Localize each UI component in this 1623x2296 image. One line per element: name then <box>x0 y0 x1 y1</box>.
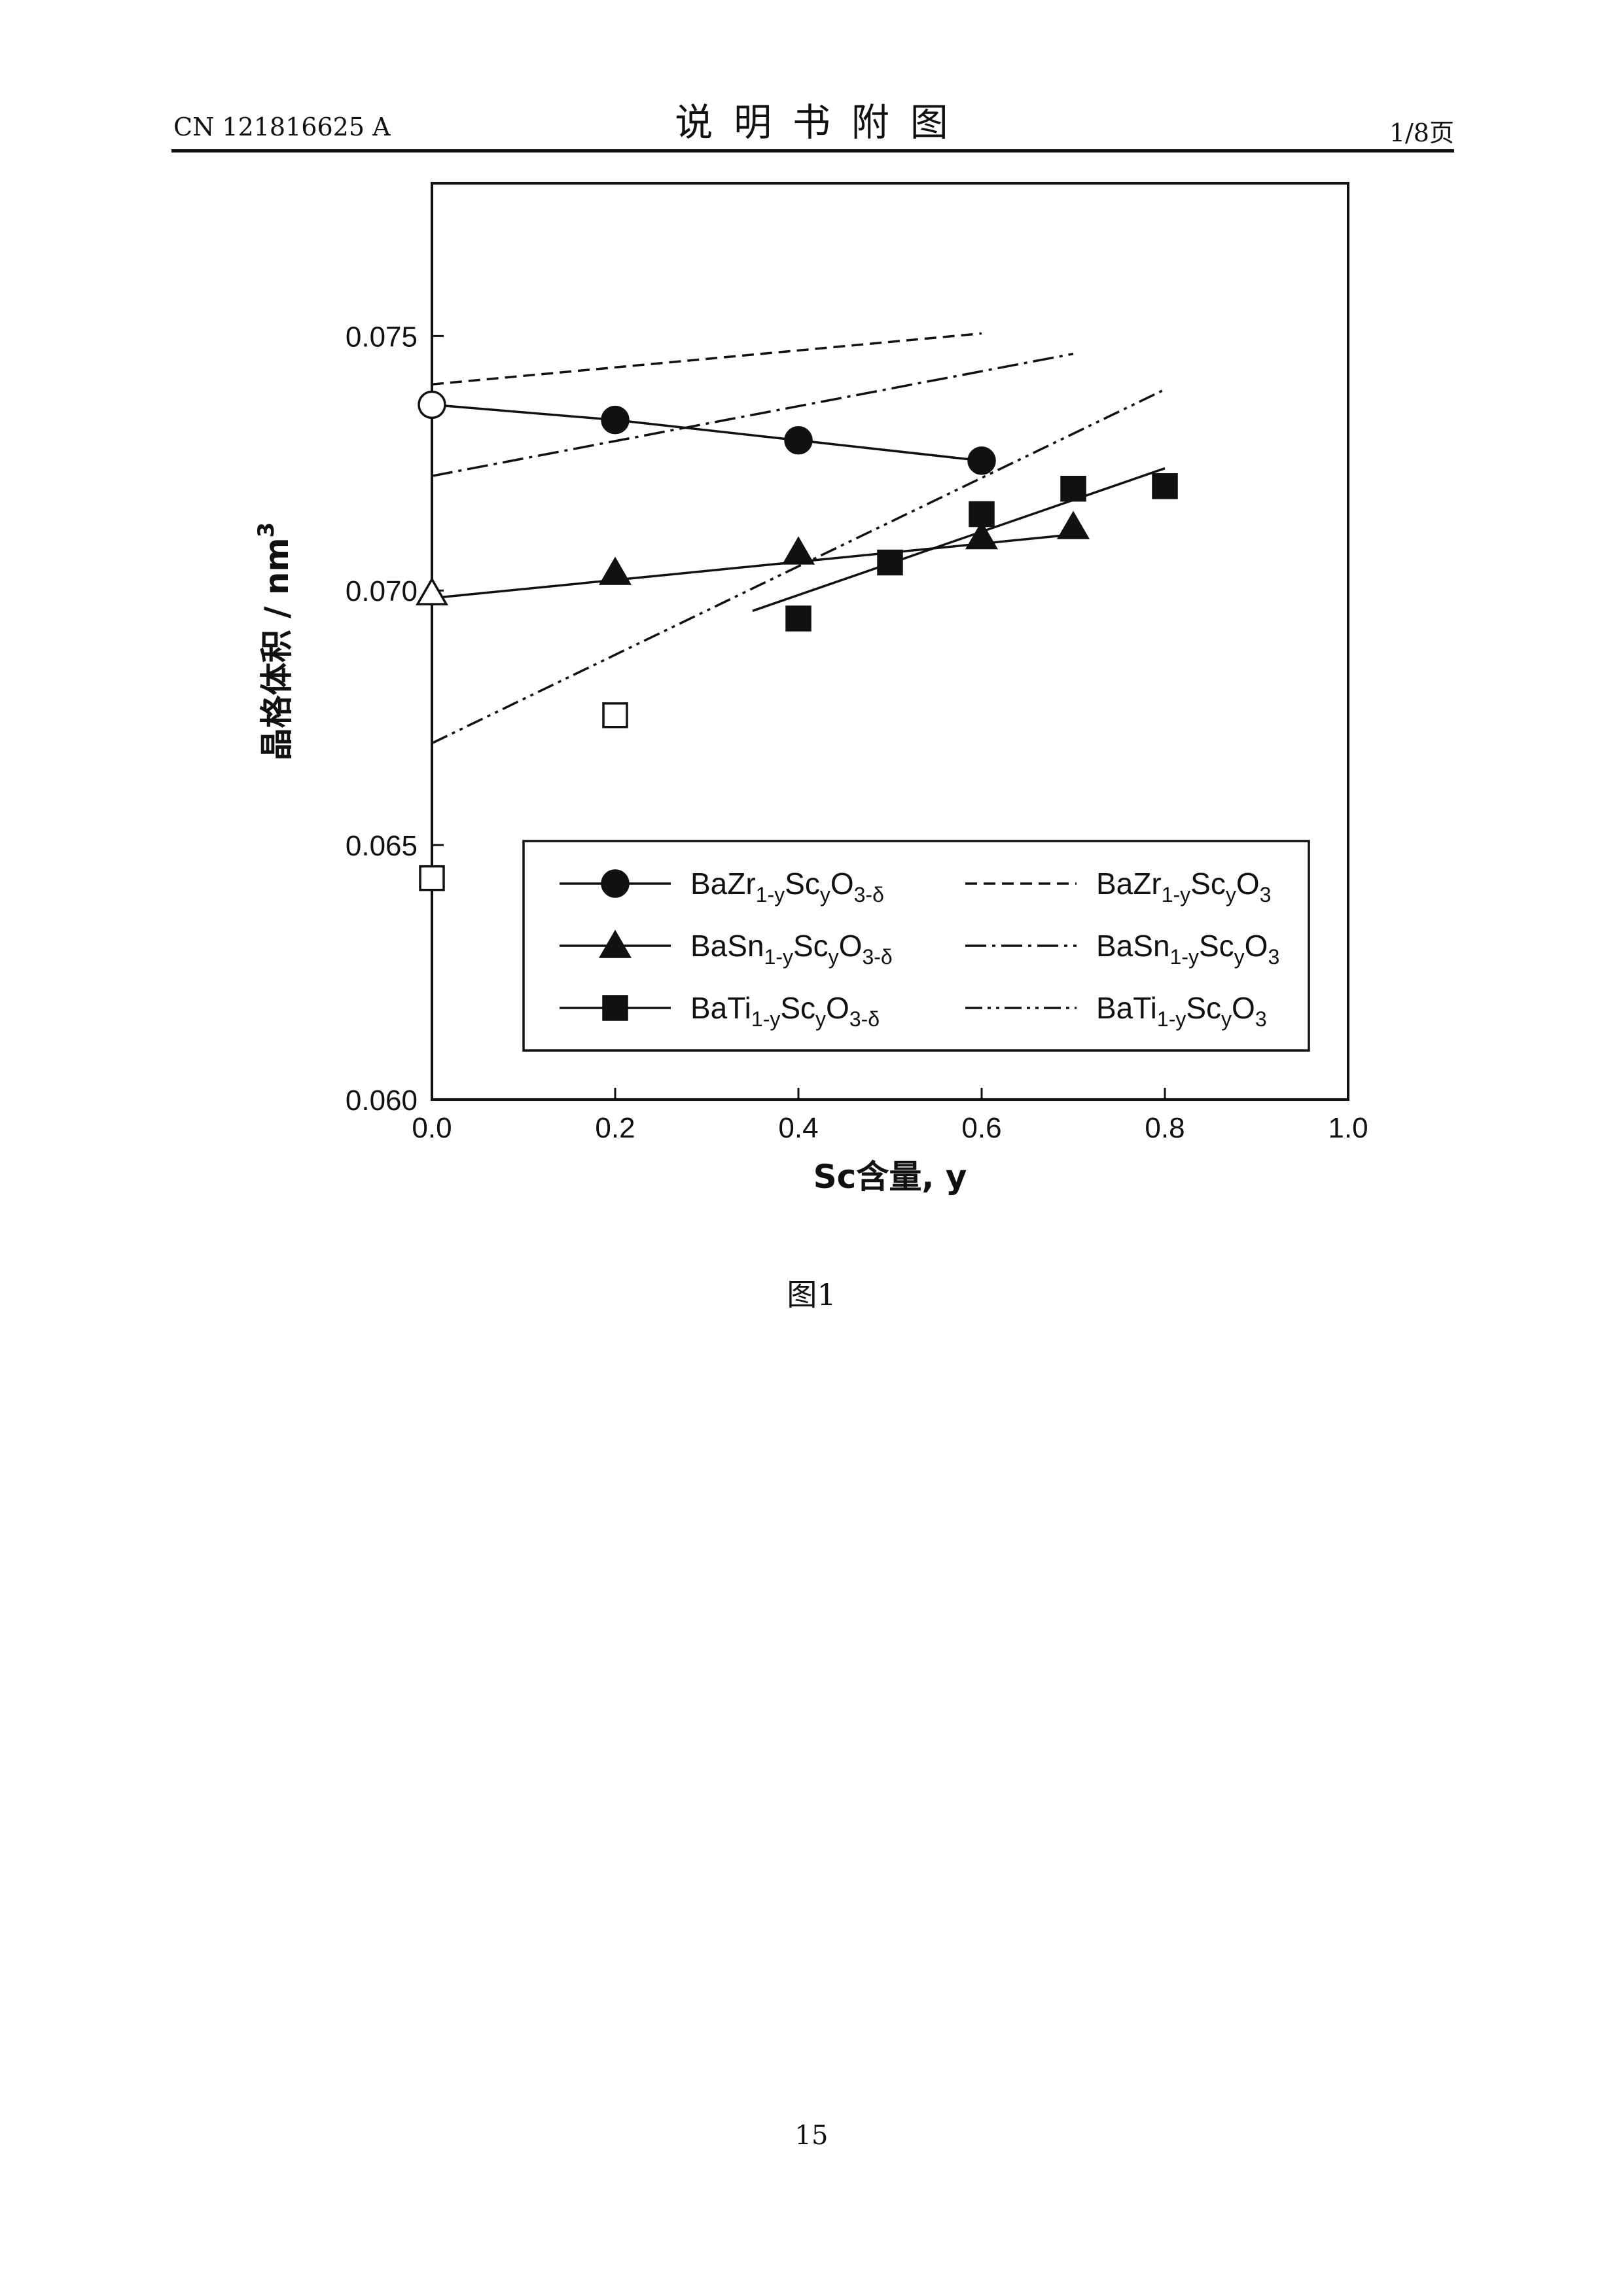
chart-axes: 0.0 0.2 0.4 0.6 0.8 1.0 0.060 0.065 0.070 0.075 Sc… <box>253 182 1368 1196</box>
legend-label-part: BaZr <box>690 867 756 901</box>
x-axis-title: Sc含量, y <box>813 1158 967 1196</box>
legend-label-part: BaTi <box>690 991 751 1025</box>
legend-label-part: y <box>829 945 839 969</box>
legend-label-part: BaZr <box>1096 867 1162 901</box>
series-line-2 <box>431 533 1074 600</box>
legend-label-part: O <box>1236 867 1260 901</box>
y-tick-label: 0.060 <box>346 1085 418 1117</box>
legend-label-part: y <box>820 883 830 906</box>
legend-label-part: 1-y <box>751 1007 780 1031</box>
chart-legend: BaZr1-yScyO3-δBaSn1-yScyO3-δBaTi1-yScyO3… <box>522 840 1310 1052</box>
legend-label-4: BaZr1-yScyO3 <box>1096 867 1271 906</box>
data-point-s3-7 <box>1152 473 1178 499</box>
legend-label-part: 1-y <box>1170 945 1199 969</box>
legend-label-part: Sc <box>1199 929 1234 963</box>
x-tick-label: 0.6 <box>961 1112 1001 1144</box>
data-point-s1-3 <box>784 426 813 455</box>
data-point-s2-4 <box>965 521 999 550</box>
data-point-s2-3 <box>781 536 815 565</box>
legend-label-part: 3-δ <box>849 1007 880 1031</box>
section-title: 说明书附图 <box>675 100 969 145</box>
legend-label-part: Sc <box>1186 991 1221 1025</box>
y-tick-label: 0.075 <box>346 321 418 353</box>
data-points <box>415 390 1178 891</box>
x-tick-label: 0.0 <box>412 1112 452 1144</box>
page-number: 15 <box>794 2121 829 2151</box>
x-tick-label: 0.2 <box>595 1112 635 1144</box>
series-line-4 <box>431 332 982 386</box>
x-tick-label: 0.8 <box>1145 1112 1185 1144</box>
legend-label-part: O <box>830 867 854 901</box>
legend-label-part: 3-δ <box>854 883 884 906</box>
legend-label-3: BaTi1-yScyO3-δ <box>690 991 880 1031</box>
y-axis-title-superscript: 3 <box>253 522 279 538</box>
data-point-s1-1 <box>418 390 446 420</box>
series-line-6 <box>431 388 1166 745</box>
legend-label-part: 3 <box>1268 945 1279 969</box>
legend-label-part: y <box>1234 945 1245 969</box>
legend-marker-1 <box>601 869 630 898</box>
data-point-s3-3 <box>785 605 812 632</box>
y-tick-label: 0.065 <box>346 830 418 862</box>
data-point-s2-1 <box>415 577 449 605</box>
data-point-s3-5 <box>969 501 995 528</box>
lattice-volume-chart: 0.0 0.2 0.4 0.6 0.8 1.0 0.060 0.065 0.070 0.075 Sc… <box>253 182 1368 1196</box>
header-rule <box>171 149 1454 152</box>
legend-label-part: BaSn <box>1096 929 1170 963</box>
legend-label-part: Sc <box>785 867 820 901</box>
data-point-s3-4 <box>877 549 903 576</box>
y-tick-label: 0.070 <box>346 575 418 607</box>
data-point-s3-6 <box>1060 475 1086 502</box>
plot-frame <box>431 182 1349 1101</box>
legend-label-part: y <box>1221 1007 1232 1031</box>
figure-caption: 图1 <box>787 1277 836 1312</box>
legend-label-part: BaTi <box>1096 991 1157 1025</box>
legend-label-part: Sc <box>1190 867 1226 901</box>
x-tick-label: 1.0 <box>1328 1112 1368 1144</box>
legend-label-part: 3-δ <box>862 945 892 969</box>
page-of-total: 1/8页 <box>1389 118 1454 147</box>
legend-label-part: 1-y <box>756 883 785 906</box>
legend-label-part: BaSn <box>690 929 764 963</box>
legend-label-part: O <box>826 991 849 1025</box>
legend-label-part: Sc <box>780 991 815 1025</box>
legend-marker-2 <box>598 929 632 958</box>
series-line-5 <box>431 352 1074 477</box>
data-point-s3-2 <box>602 702 628 728</box>
legend-label-part: Sc <box>793 929 829 963</box>
legend-label-part: y <box>1226 883 1236 906</box>
series-lines <box>431 332 1166 745</box>
y-axis-title: 晶格体积 / nm3 <box>253 522 296 761</box>
data-point-s1-4 <box>967 446 996 475</box>
data-point-s2-2 <box>598 556 632 585</box>
data-point-s2-5 <box>1056 511 1090 539</box>
legend-marker-3 <box>602 995 628 1021</box>
legend-label-part: O <box>839 929 863 963</box>
legend-label-part: 1-y <box>1162 883 1190 906</box>
legend-label-1: BaZr1-yScyO3-δ <box>690 867 884 906</box>
series-line-1 <box>431 403 982 462</box>
x-tick-label: 0.4 <box>778 1112 818 1144</box>
legend-label-part: O <box>1232 991 1255 1025</box>
data-point-s3-1 <box>419 865 445 891</box>
legend-label-part: 3 <box>1260 883 1272 906</box>
legend-label-part: y <box>815 1007 826 1031</box>
legend-label-part: 1-y <box>764 945 793 969</box>
legend-label-part: 1-y <box>1157 1007 1186 1031</box>
legend-label-2: BaSn1-yScyO3-δ <box>690 929 893 969</box>
legend-label-part: 3 <box>1255 1007 1267 1031</box>
legend-label-part: O <box>1245 929 1268 963</box>
legend-label-5: BaSn1-yScyO3 <box>1096 929 1279 969</box>
data-point-s1-2 <box>601 405 630 435</box>
legend-label-6: BaTi1-yScyO3 <box>1096 991 1267 1031</box>
patent-number: CN 121816625 A <box>173 113 391 141</box>
series-line-3 <box>752 467 1166 612</box>
